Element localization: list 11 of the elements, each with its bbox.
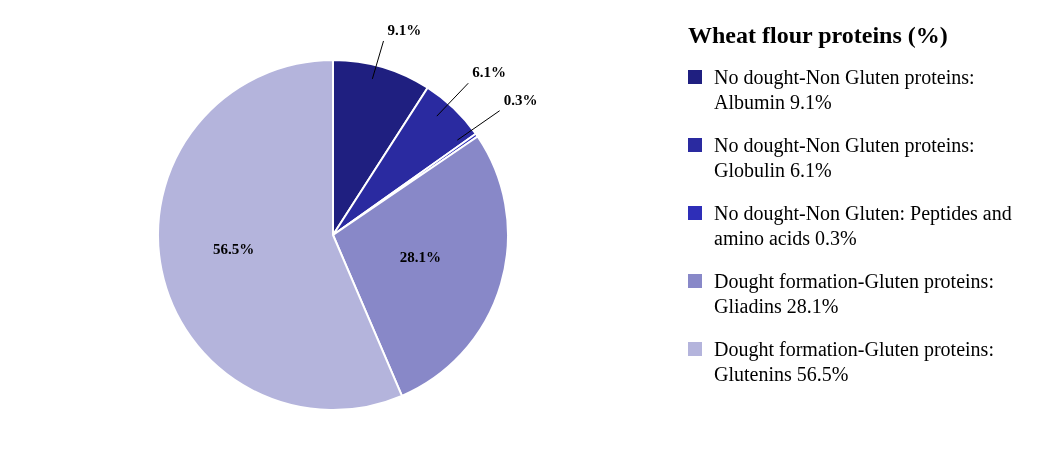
data-label: 6.1%: [472, 64, 506, 81]
legend-label: No dought-Non Gluten proteins: Albumin 9.1%: [714, 65, 976, 115]
legend-label: Dought formation-Gluten proteins: Gliadins 28.1%: [714, 269, 995, 319]
legend-label: Dought formation-Gluten proteins: Glutenins 56.5%: [714, 337, 995, 387]
data-label: 28.1%: [399, 248, 442, 265]
legend-label: No dought-Non Gluten: Peptides and amino acids 0.3%: [714, 201, 1013, 251]
legend-label: No dought-Non Gluten proteins: Globulin 6.1%: [714, 133, 976, 183]
data-label: 0.3%: [503, 91, 538, 108]
data-label: 9.1%: [387, 21, 422, 38]
legend-title: Wheat flour proteins (%): [688, 22, 949, 49]
data-label: 56.5%: [213, 241, 255, 258]
